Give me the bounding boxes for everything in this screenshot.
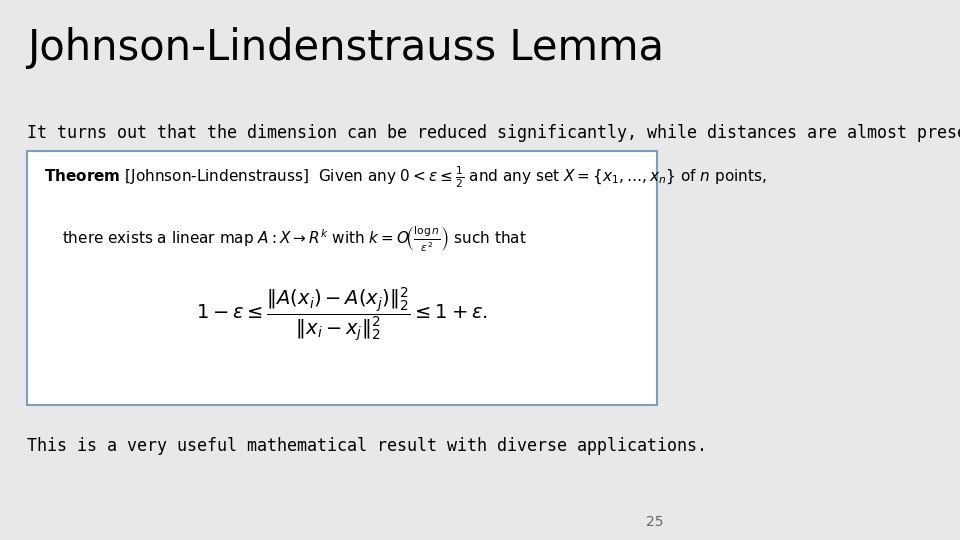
- Text: It turns out that the dimension can be reduced significantly, while distances ar: It turns out that the dimension can be r…: [28, 124, 960, 142]
- Text: 25: 25: [646, 515, 663, 529]
- Text: Johnson-Lindenstrauss Lemma: Johnson-Lindenstrauss Lemma: [28, 27, 664, 69]
- Text: there exists a linear map $A : X \rightarrow R^k$ with $k = O\!\left(\frac{\log : there exists a linear map $A : X \righta…: [61, 224, 526, 254]
- Text: This is a very useful mathematical result with diverse applications.: This is a very useful mathematical resul…: [28, 437, 708, 455]
- FancyBboxPatch shape: [28, 151, 657, 405]
- Text: $\mathbf{Theorem}$ [Johnson-Lindenstrauss]  Given any $0 < \epsilon \leq \frac{1: $\mathbf{Theorem}$ [Johnson-Lindenstraus…: [44, 165, 767, 190]
- Text: $1 - \epsilon \leq \dfrac{\|A(x_i) - A(x_j)\|_2^2}{\|x_i - x_j\|_2^2} \leq 1 + \: $1 - \epsilon \leq \dfrac{\|A(x_i) - A(x…: [196, 286, 488, 345]
